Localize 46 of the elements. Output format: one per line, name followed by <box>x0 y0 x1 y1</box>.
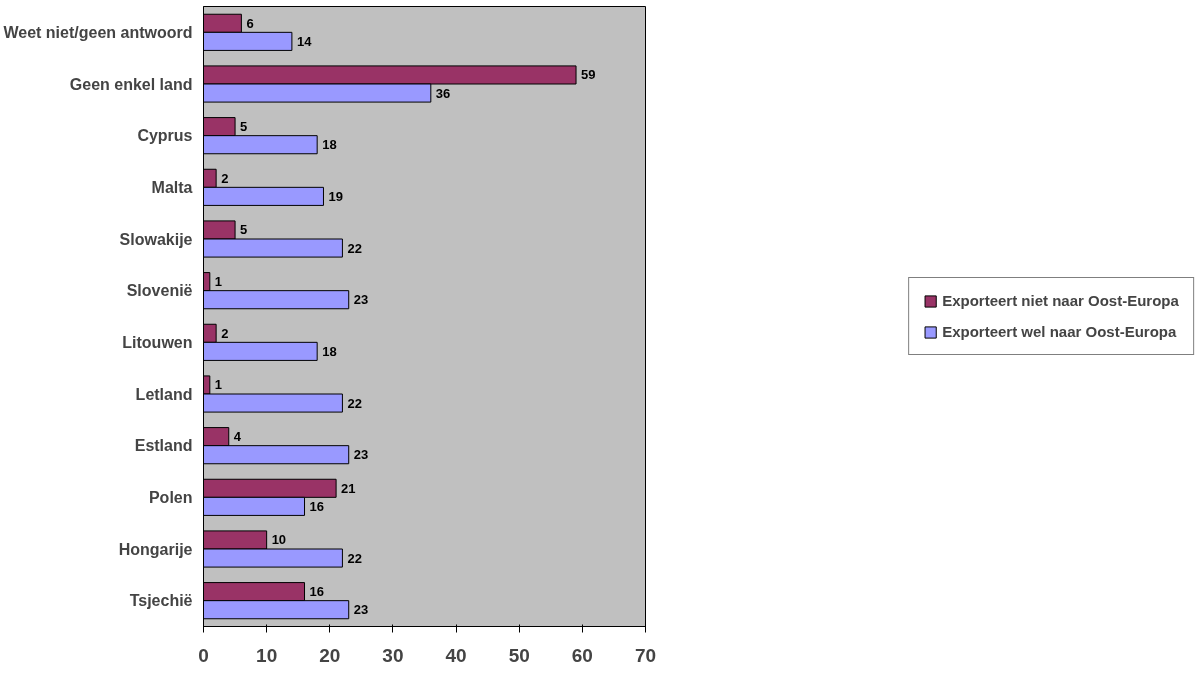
x-tick-label: 60 <box>571 644 593 666</box>
data-label: 18 <box>322 137 337 153</box>
data-label: 1 <box>214 377 223 393</box>
data-label: 4 <box>233 429 242 445</box>
y-tick-label: Litouwen <box>122 333 193 351</box>
legend-label: Exporteert niet naar Oost-Europa <box>942 292 1179 309</box>
y-tick-label: Hongarije <box>118 540 193 558</box>
x-tick-label: 30 <box>382 644 404 666</box>
y-tick-label: Slovenië <box>126 282 193 300</box>
y-tick-label: Weet niet/geen antwoord <box>3 23 193 41</box>
data-label: 5 <box>240 119 248 135</box>
y-tick-label: Cyprus <box>137 127 193 145</box>
data-label: 36 <box>435 85 451 101</box>
data-label: 21 <box>341 480 356 496</box>
x-tick-label: 10 <box>256 644 278 666</box>
x-tick-label: 20 <box>319 644 341 666</box>
data-label: 16 <box>309 584 324 600</box>
data-label: 2 <box>221 170 229 186</box>
data-label: 19 <box>328 188 343 204</box>
data-label: 18 <box>322 343 337 359</box>
data-label: 59 <box>581 67 596 83</box>
x-tick-label: 50 <box>508 644 530 666</box>
legend-label: Exporteert wel naar Oost-Europa <box>942 323 1177 340</box>
x-tick-label: 70 <box>634 644 657 666</box>
data-label: 5 <box>240 222 248 238</box>
data-label: 23 <box>353 447 369 463</box>
data-label: 22 <box>347 240 362 256</box>
data-label: 22 <box>347 395 362 411</box>
data-label: 22 <box>347 550 362 566</box>
y-tick-label: Tsjechië <box>129 592 193 610</box>
x-tick-label: 40 <box>445 644 467 666</box>
data-label: 16 <box>309 498 324 514</box>
data-label: 1 <box>214 274 223 290</box>
data-label: 10 <box>271 532 287 548</box>
y-tick-label: Geen enkel land <box>69 75 193 93</box>
data-label: 23 <box>353 292 369 308</box>
data-label: 6 <box>246 15 254 31</box>
x-tick-label: 0 <box>198 644 209 666</box>
y-tick-label: Slowakije <box>119 230 193 248</box>
data-label: 2 <box>221 325 229 341</box>
y-tick-label: Letland <box>135 385 193 403</box>
y-tick-label: Estland <box>134 437 193 455</box>
y-tick-label: Malta <box>151 178 193 196</box>
data-label: 14 <box>296 33 313 49</box>
data-label: 23 <box>353 602 369 618</box>
y-tick-label: Polen <box>148 488 193 506</box>
